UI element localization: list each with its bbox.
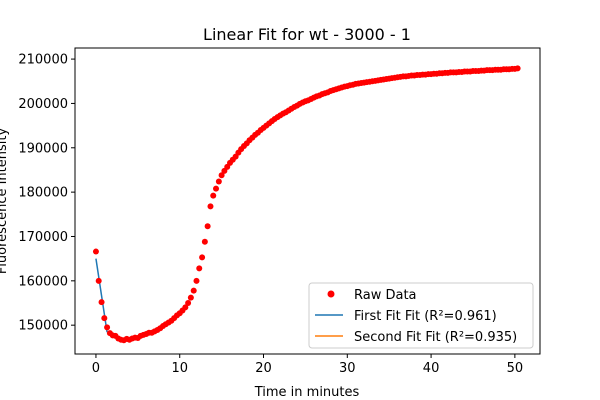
data-point [92, 248, 99, 255]
data-point [185, 300, 192, 306]
data-point [182, 304, 189, 311]
data-point [514, 65, 521, 72]
raw-data-points [92, 65, 521, 344]
legend-box [308, 282, 534, 349]
y-tick-label: 170000 [18, 230, 68, 245]
data-point [98, 299, 105, 306]
data-point [210, 192, 217, 199]
data-point [204, 223, 211, 230]
data-point [101, 315, 108, 322]
legend-marker-raw-data [327, 290, 335, 298]
x-tick-label: 20 [255, 361, 272, 376]
data-point [213, 185, 220, 192]
legend-label-first-fit: First Fit Fit (R²=0.961) [354, 309, 497, 324]
y-axis-label: Fluorescence Intensity [0, 128, 10, 275]
data-point [193, 277, 200, 284]
plot-frame [74, 47, 541, 355]
data-point [201, 238, 208, 245]
data-point [215, 178, 222, 185]
legend-label-raw-data: Raw Data [354, 288, 417, 303]
data-point [190, 287, 197, 294]
data-point [95, 277, 102, 284]
legend-label-second-fit: Second Fit Fit (R²=0.935) [354, 330, 517, 345]
chart-title: Linear Fit for wt - 3000 - 1 [203, 25, 411, 44]
data-point [207, 203, 214, 210]
y-tick-label: 160000 [18, 274, 68, 289]
legend: Raw Data First Fit Fit (R²=0.961) Second… [308, 282, 534, 349]
y-axis: 150000 160000 170000 180000 190000 200000 2100… [18, 53, 75, 334]
data-point [196, 265, 203, 272]
data-point [104, 324, 111, 331]
x-tick-label: 0 [92, 361, 100, 376]
y-tick-label: 190000 [18, 141, 68, 156]
data-point [199, 254, 206, 261]
data-point [218, 172, 225, 179]
x-tick-label: 40 [423, 361, 440, 376]
x-tick-label: 50 [507, 361, 524, 376]
x-tick-label: 30 [339, 361, 356, 376]
y-tick-label: 210000 [18, 53, 68, 68]
y-tick-label: 150000 [18, 319, 68, 334]
first-fit-line [95, 258, 108, 333]
x-axis: 0 10 20 30 40 50 [92, 354, 523, 376]
x-axis-label: Time in minutes [254, 385, 360, 400]
x-tick-label: 10 [171, 361, 188, 376]
y-tick-label: 180000 [18, 186, 68, 201]
y-tick-label: 200000 [18, 97, 68, 112]
data-point [187, 294, 194, 301]
